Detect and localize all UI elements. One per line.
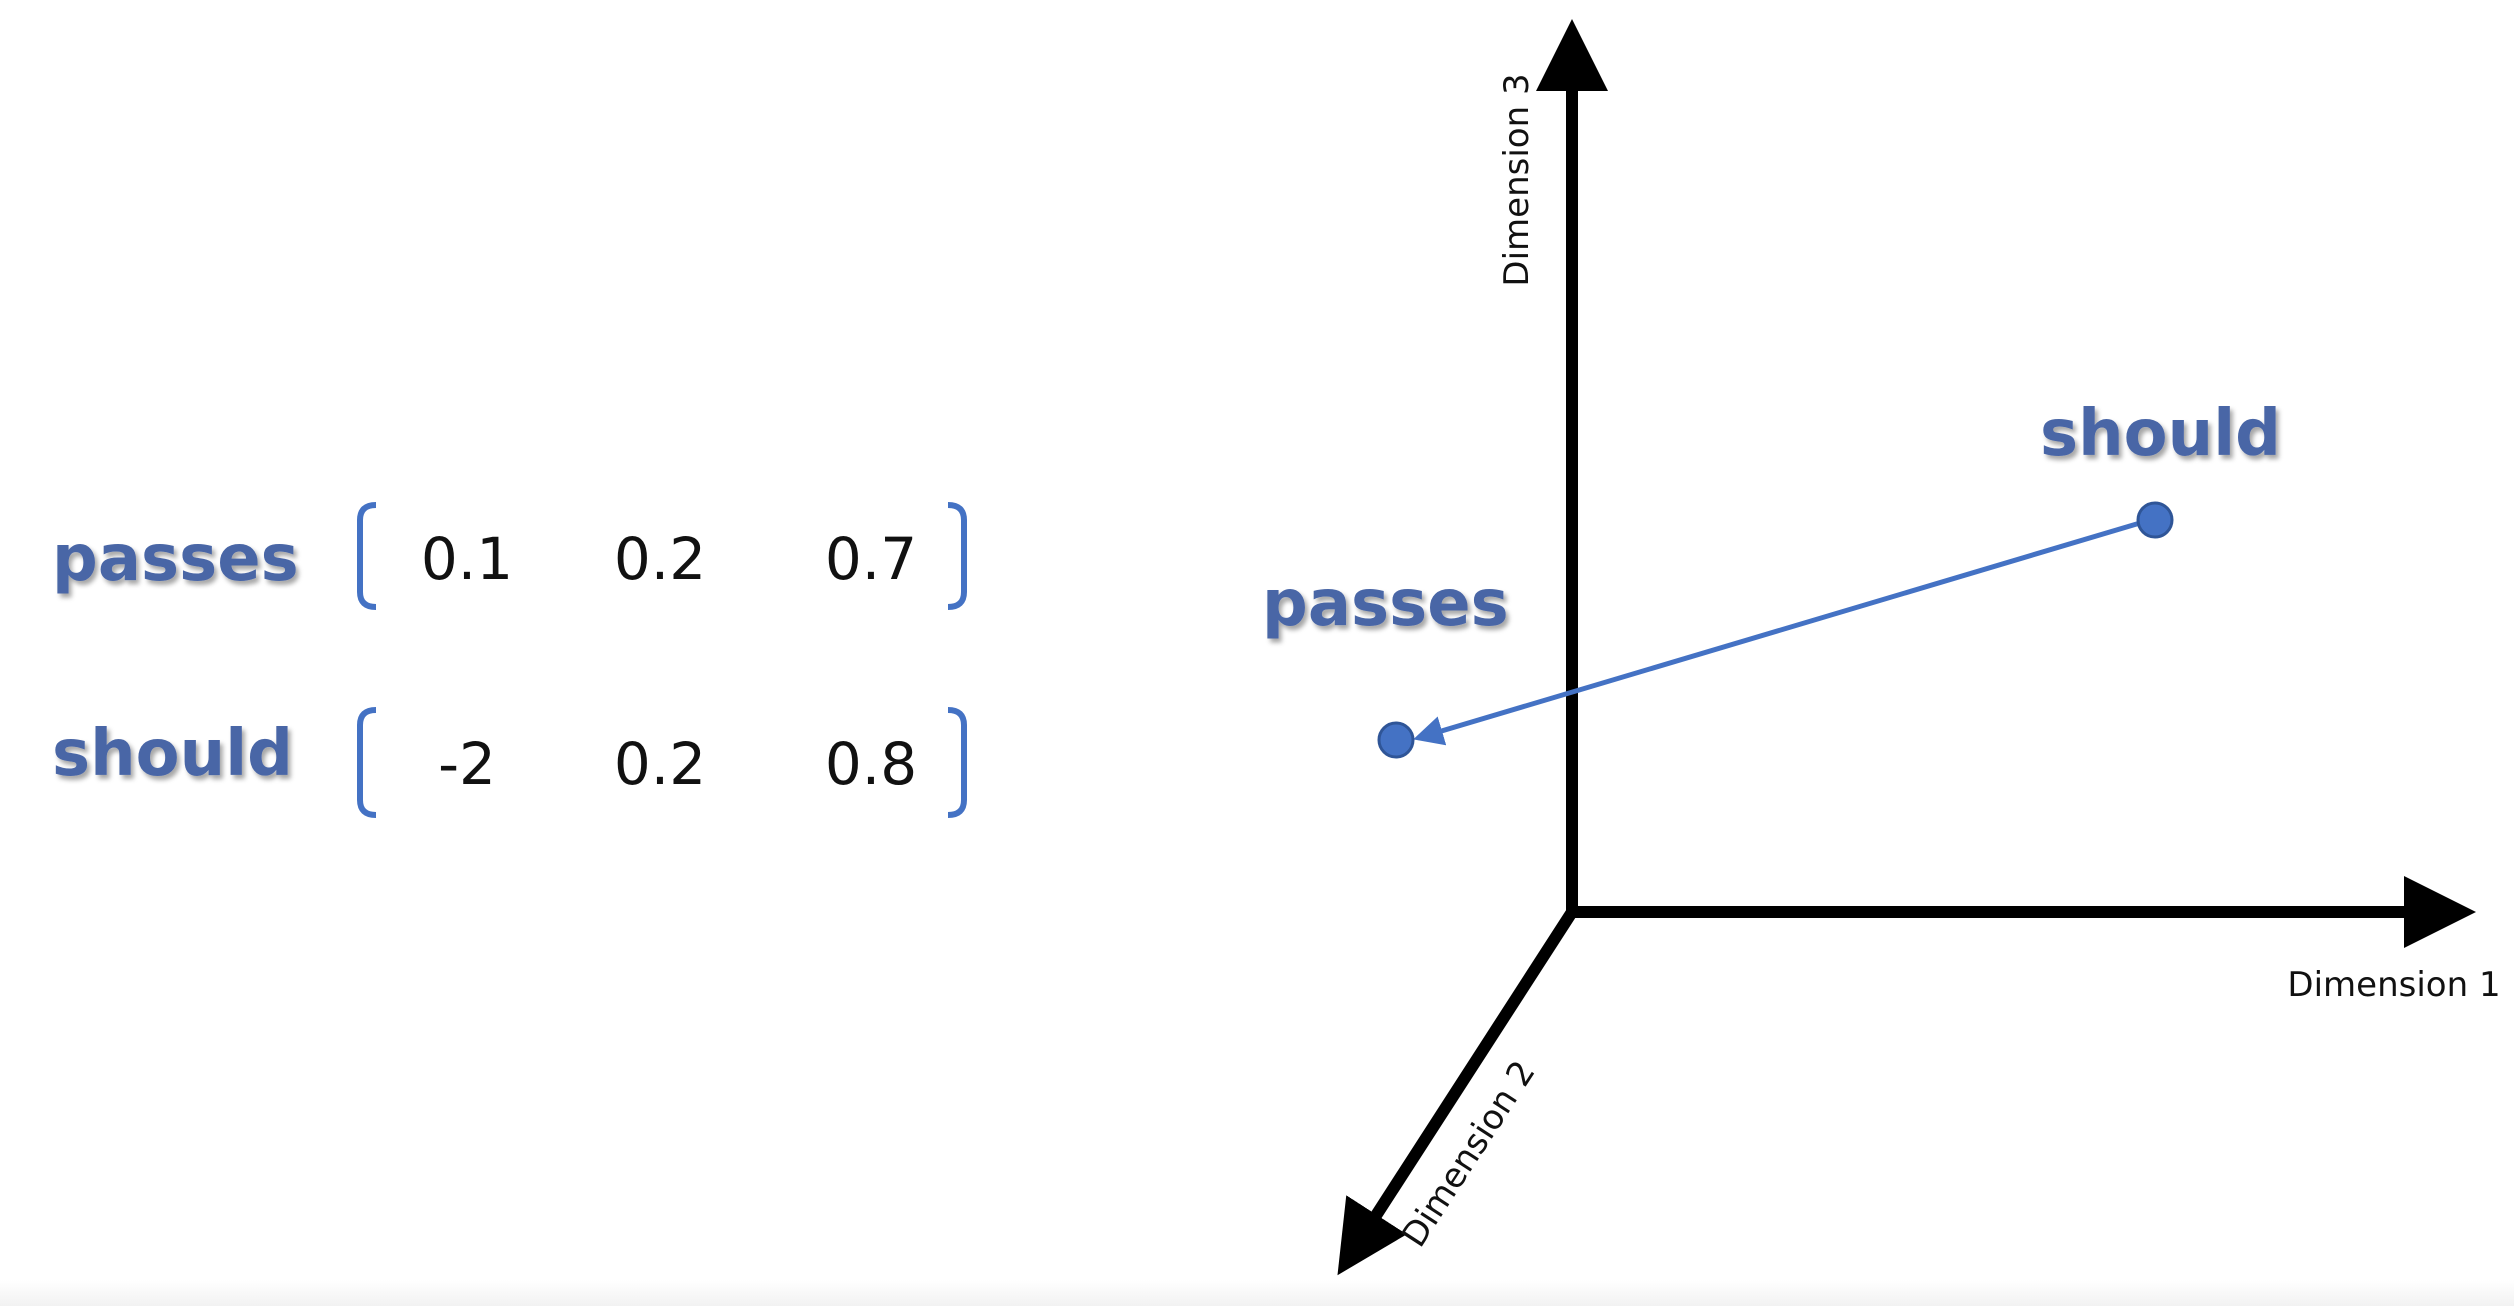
point-label-passes: passes xyxy=(1262,567,1509,641)
bottom-edge-shade xyxy=(0,1280,2514,1306)
point-label-should: should xyxy=(2040,397,2281,471)
axis-label-dimension-3: Dimension 3 xyxy=(1497,73,1537,286)
point-passes xyxy=(1377,721,1415,759)
left-bracket xyxy=(357,707,377,818)
difference-vector-arrow xyxy=(1413,520,2141,746)
axis-dimension-2 xyxy=(1337,908,1578,1276)
vector-matrix: passes 0.1 0.2 0.7 should -2 0.2 0.8 xyxy=(52,502,967,818)
matrix-cell: 0.7 xyxy=(825,525,917,593)
row-label-should: should xyxy=(52,717,293,791)
matrix-cell: 0.2 xyxy=(614,730,706,798)
point-should xyxy=(2136,501,2174,539)
left-bracket xyxy=(357,502,377,610)
matrix-row-should: should -2 0.2 0.8 xyxy=(52,707,967,818)
row-label-passes: passes xyxy=(52,522,299,596)
matrix-row-passes: passes 0.1 0.2 0.7 xyxy=(52,502,967,610)
matrix-cell: 0.2 xyxy=(614,525,706,593)
right-bracket xyxy=(947,502,967,610)
right-bracket xyxy=(947,707,967,818)
matrix-cell: -2 xyxy=(438,730,496,798)
matrix-cell: 0.1 xyxy=(421,525,513,593)
matrix-cell: 0.8 xyxy=(825,730,917,798)
vector-space-plot: Dimension 3 Dimension 1 Dimension 2 pass… xyxy=(1262,19,2501,1276)
axis-label-dimension-1: Dimension 1 xyxy=(2287,965,2500,1005)
